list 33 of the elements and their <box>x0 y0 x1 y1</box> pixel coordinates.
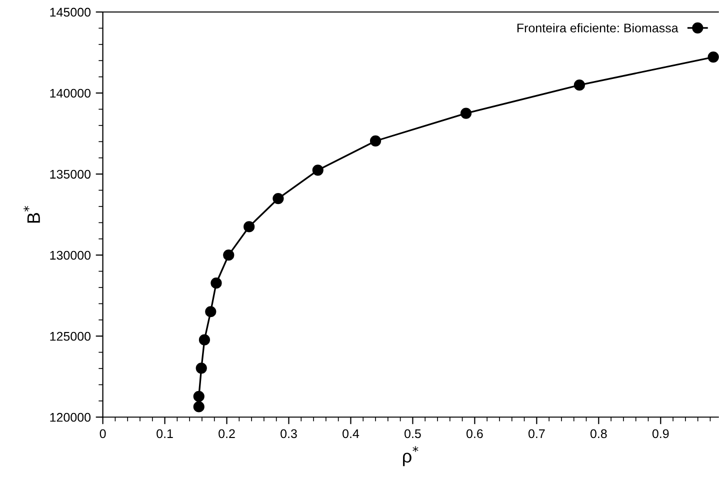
y-tick-label: 135000 <box>50 170 91 179</box>
point <box>193 390 204 402</box>
point <box>210 278 222 289</box>
point <box>574 80 585 91</box>
point <box>196 362 207 374</box>
point <box>223 250 234 261</box>
point <box>193 401 204 412</box>
point <box>460 108 472 119</box>
x-tick-label: 0 <box>100 429 106 438</box>
point <box>272 192 284 204</box>
x-tick-label: 0.2 <box>218 429 235 438</box>
point <box>708 51 719 63</box>
point <box>198 334 210 346</box>
point <box>244 221 255 232</box>
y-tick-label: 120000 <box>50 412 91 422</box>
x-tick-label: 0.7 <box>528 429 545 438</box>
x-tick-label: 0.3 <box>280 429 297 438</box>
y-tick-label: 125000 <box>50 332 91 341</box>
point <box>205 306 216 318</box>
legend-label: Fronteira eficiente: Biomassa <box>517 23 678 32</box>
x-tick-label: 0.5 <box>404 429 421 438</box>
x-tick-label: 0.6 <box>466 429 483 438</box>
x-tick-label: 0.8 <box>590 429 607 438</box>
point <box>312 164 324 176</box>
y-axis-title: B$^{*}$ <box>24 206 40 223</box>
x-tick-label: 0.1 <box>156 429 173 438</box>
x-axis-title: ρ$^{*}$ <box>403 446 418 466</box>
x-tick-label: 0.9 <box>652 429 669 438</box>
x-tick-label: 0.4 <box>342 429 360 438</box>
y-tick-label: 140000 <box>50 88 91 98</box>
y-tick-label: 145000 <box>50 8 91 17</box>
y-tick-label: 130000 <box>50 250 91 260</box>
point <box>370 135 382 147</box>
